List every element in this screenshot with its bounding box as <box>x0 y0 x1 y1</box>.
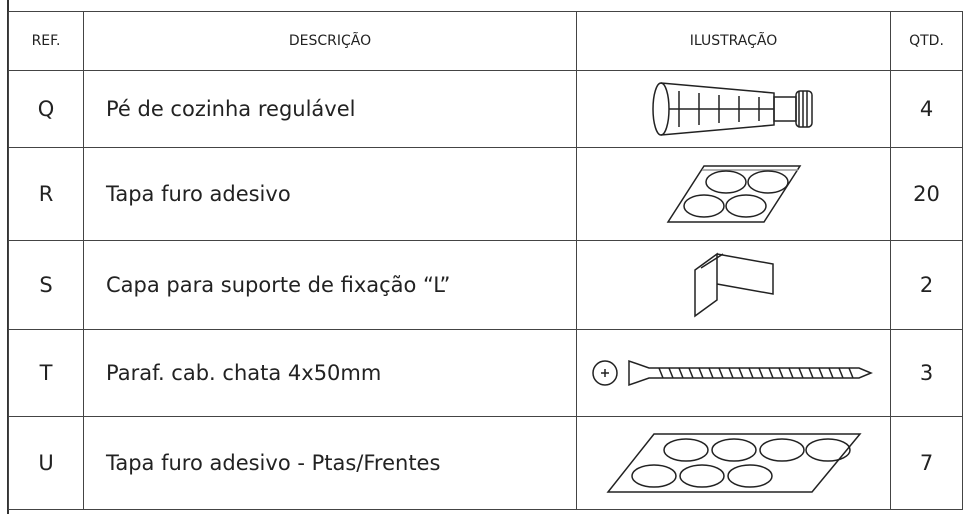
ref: T <box>8 329 84 417</box>
illustration <box>576 147 891 241</box>
row: Q Pé de cozinha regulável 4 <box>8 70 963 148</box>
quantity: 7 <box>890 416 963 510</box>
description: Paraf. cab. chata 4x50mm <box>83 329 577 417</box>
ref: U <box>8 416 84 510</box>
header-cell: REF. <box>8 11 84 71</box>
quantity: 20 <box>890 147 963 241</box>
ref: Q <box>8 70 84 148</box>
row: U Tapa furo adesivo - Ptas/Frentes 7 <box>8 416 963 510</box>
ref: S <box>8 240 84 330</box>
illustration <box>576 329 891 417</box>
row: S Capa para suporte de fixação “L” 2 <box>8 240 963 330</box>
illustration <box>576 70 891 148</box>
description: Capa para suporte de fixação “L” <box>83 240 577 330</box>
quantity: 3 <box>890 329 963 417</box>
caps-icon <box>605 433 862 493</box>
description: Tapa furo adesivo - Ptas/Frentes <box>83 416 577 510</box>
row: T Paraf. cab. chata 4x50mm 3 <box>8 329 963 417</box>
illustration <box>576 416 891 510</box>
ref: R <box>8 147 84 241</box>
description: Pé de cozinha regulável <box>83 70 577 148</box>
quantity: 2 <box>890 240 963 330</box>
caps-icon <box>666 165 801 223</box>
row: R Tapa furo adesivo 20 <box>8 147 963 241</box>
header-cell: ILUSTRAÇÃO <box>576 11 891 71</box>
illustration <box>576 240 891 330</box>
screw-icon <box>591 359 873 387</box>
header-cell: DESCRIÇÃO <box>83 11 577 71</box>
header-row: REF. DESCRIÇÃO ILUSTRAÇÃO QTD. <box>8 11 963 71</box>
bracket-cap-icon <box>693 252 774 318</box>
parts-table: REF. DESCRIÇÃO ILUSTRAÇÃO QTD. Q Pé de c… <box>8 11 963 510</box>
foot-icon <box>651 82 813 136</box>
description: Tapa furo adesivo <box>83 147 577 241</box>
quantity: 4 <box>890 70 963 148</box>
header-cell: QTD. <box>890 11 963 71</box>
